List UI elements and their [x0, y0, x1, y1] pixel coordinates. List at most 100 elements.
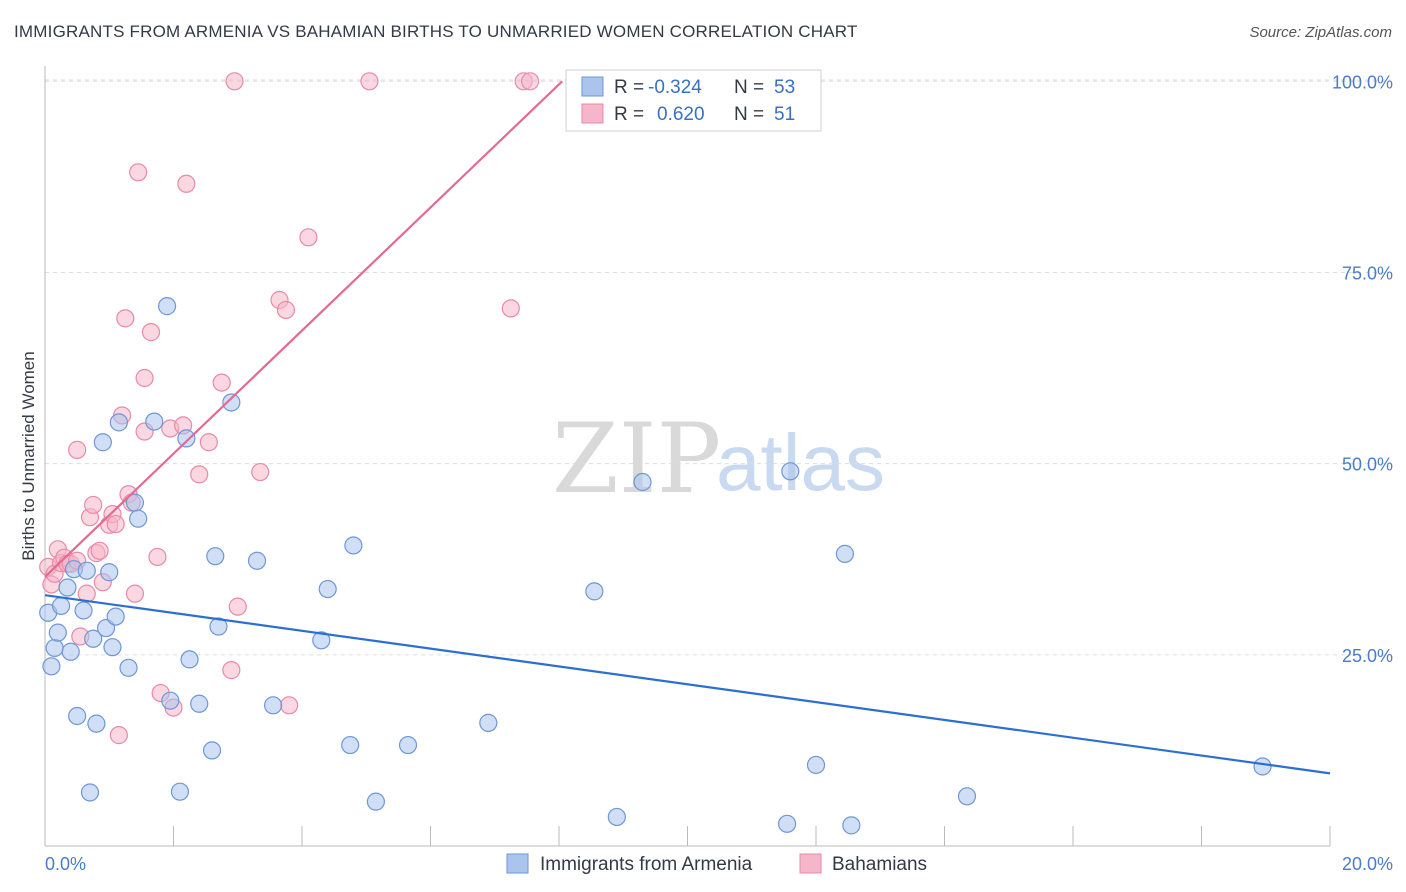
stats-legend: R = -0.324 N = 53 R = 0.620 N = 51 [565, 69, 822, 132]
legend-n-label-1: N = [734, 77, 764, 98]
armenia-point-22 [129, 509, 148, 528]
series-legend-swatch-bahamians [799, 853, 822, 874]
armenia-point-11 [80, 783, 100, 802]
legend-r-value-1: -0.324 [648, 77, 702, 98]
y-tick-label-2: 75.0% [1342, 263, 1393, 283]
bahamians-point-35 [177, 174, 196, 193]
armenia-point-49 [835, 544, 855, 563]
bahamians-point-46 [299, 228, 318, 247]
armenia-point-50 [842, 816, 861, 835]
armenia-point-2 [45, 638, 64, 658]
bahamians-point-36 [190, 465, 209, 484]
armenia-point-19 [109, 413, 128, 432]
bahamians-point-44 [276, 300, 296, 320]
armenia-point-38 [341, 735, 360, 755]
armenia-point-17 [103, 638, 122, 657]
bahamians-point-26 [129, 163, 148, 182]
bahamians-point-13 [84, 495, 103, 515]
legend-r-label-1: R = [614, 77, 644, 98]
armenia-point-45 [633, 472, 652, 492]
chart-title: IMMIGRANTS FROM ARMENIA VS BAHAMIAN BIRT… [14, 22, 858, 41]
x-tick-label-0: 0.0% [45, 854, 86, 874]
stats-legend-box [565, 69, 822, 132]
armenia-point-28 [180, 650, 199, 669]
y-tick-label-3: 100.0% [1332, 72, 1393, 92]
y-tick-label-1: 50.0% [1342, 455, 1393, 475]
legend-r-label-2: R = [614, 104, 644, 125]
trend-lines [44, 80, 1331, 775]
y-axis-ticks: 25.0% 50.0% 75.0% 100.0% [1332, 72, 1393, 666]
bahamians-point-45 [280, 696, 299, 715]
gridlines [45, 79, 1390, 656]
armenia-point-18 [106, 607, 125, 626]
armenia-point-35 [263, 696, 283, 715]
armenia-point-43 [585, 582, 604, 601]
bahamians-point-22 [116, 309, 135, 328]
armenia-point-3 [48, 623, 67, 642]
legend-swatch-pink [581, 103, 604, 124]
bahamians-point-9 [68, 440, 87, 459]
armenia-point-6 [61, 642, 80, 661]
armenia-point-52 [1253, 757, 1272, 776]
armenia-point-37 [318, 579, 337, 599]
bahamians-point-42 [251, 462, 270, 482]
bahamians-point-20 [109, 726, 128, 745]
legend-swatch-blue [581, 76, 604, 97]
armenia-point-1 [42, 657, 61, 676]
armenia-point-14 [93, 433, 112, 452]
y-tick-label-0: 25.0% [1342, 646, 1393, 666]
armenia-point-40 [366, 792, 385, 811]
armenia-trend-line [44, 594, 1331, 775]
armenia-point-42 [479, 713, 498, 732]
bahamians-point-47 [360, 72, 379, 91]
armenia-point-48 [806, 755, 826, 775]
bahamians-point-15 [90, 541, 109, 560]
x-tick-label-1: 20.0% [1342, 854, 1393, 874]
legend-n-value-1: 53 [774, 77, 795, 98]
armenia-point-47 [781, 462, 800, 481]
legend-r-value-2: 0.620 [657, 104, 705, 125]
bahamians-point-40 [225, 72, 244, 91]
armenia-point-23 [145, 412, 164, 431]
armenia-point-4 [51, 596, 71, 615]
armenia-point-16 [100, 563, 119, 582]
armenia-point-41 [398, 735, 418, 755]
legend-n-value-2: 51 [774, 104, 795, 125]
bahamians-point-28 [135, 368, 154, 388]
series-legend-swatch-armenia [506, 853, 529, 874]
axes [44, 66, 1331, 847]
armenia-point-36 [312, 631, 331, 650]
legend-n-label-2: N = [734, 104, 764, 125]
series-legend-label-armenia: Immigrants from Armenia [540, 854, 753, 875]
armenia-point-10 [77, 561, 96, 580]
bahamians-point-19 [106, 514, 125, 534]
bahamians-point-41 [228, 597, 247, 616]
armenia-point-12 [84, 629, 103, 648]
watermark-atlas: atlas [716, 418, 885, 507]
bahamians-point-37 [199, 433, 218, 452]
x-axis-ticks: 0.0% 20.0% [45, 854, 1393, 874]
series-legend-label-bahamians: Bahamians [832, 854, 927, 875]
armenia-point-9 [74, 601, 93, 620]
armenia-point-39 [344, 536, 363, 555]
bahamians-point-30 [148, 547, 167, 567]
armenia-point-29 [190, 694, 209, 713]
bahamians-trend-line [44, 80, 563, 578]
y-axis-label: Births to Unmarried Women [19, 351, 38, 560]
series-legend: Immigrants from Armenia Bahamians [506, 853, 927, 875]
bahamians-point-39 [222, 661, 241, 680]
bahamians-point-25 [125, 584, 145, 603]
armenia-point-20 [119, 658, 138, 677]
armenia-point-8 [68, 706, 87, 726]
armenia-point-33 [222, 393, 241, 412]
bahamians-point-50 [520, 72, 540, 91]
armenia-point-44 [607, 807, 626, 827]
armenia-point-30 [202, 741, 222, 760]
bahamians-point-38 [212, 373, 231, 392]
bahamians-point-48 [501, 299, 520, 318]
armenia-point-31 [206, 547, 225, 566]
source-credit: Source: ZipAtlas.com [1249, 24, 1392, 41]
armenia-point-13 [87, 714, 106, 733]
armenia-point-34 [247, 551, 267, 570]
